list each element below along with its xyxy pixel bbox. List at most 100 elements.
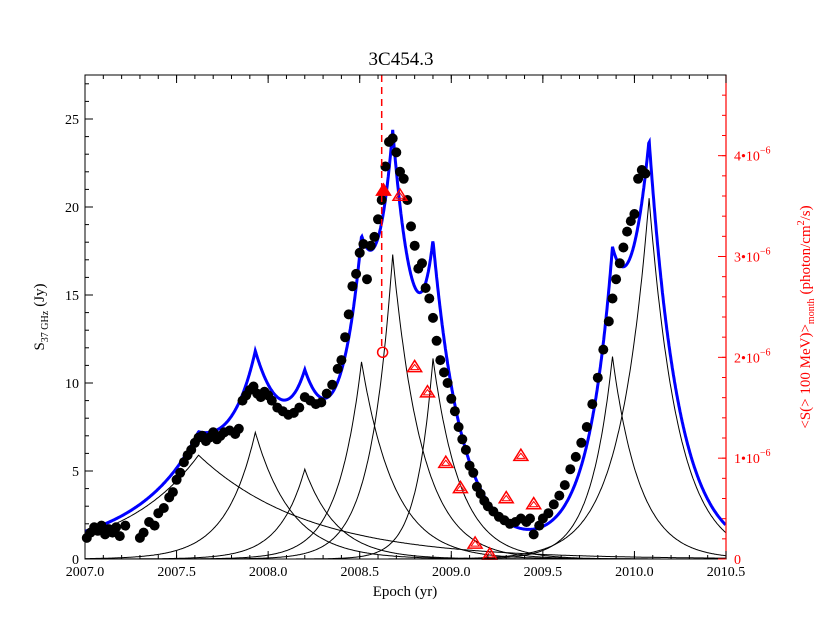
radio-point [343, 309, 354, 320]
radio-point [640, 168, 651, 179]
radio-point [587, 399, 598, 410]
radio-point [603, 316, 614, 327]
x-tick-label: 2007.5 [157, 565, 196, 580]
y2-tick-exponent: −6 [760, 448, 771, 459]
radio-point [354, 247, 365, 258]
x-tick-label: 2007.0 [66, 565, 105, 580]
gamma-point [525, 496, 543, 510]
radio-point [233, 423, 244, 434]
radio-point [428, 312, 438, 323]
radio-point [565, 464, 576, 475]
y-axis-label-unit: (Jy) [32, 283, 48, 306]
x-axis-label: Epoch (yr) [373, 584, 438, 600]
radio-point [369, 231, 380, 242]
y2-axis-label-unit-pre: (photon/cm [798, 225, 814, 294]
radio-point [629, 209, 640, 219]
y-tick-label: 5 [72, 465, 79, 480]
radio-point [332, 363, 343, 374]
gamma-points [375, 182, 543, 560]
radio-point [351, 268, 362, 279]
gamma-point [406, 359, 424, 373]
chart-title: 3C454.3 [369, 49, 434, 70]
radio-point [559, 480, 570, 491]
radio-point [457, 434, 468, 445]
gamma-point [375, 182, 392, 196]
radio-point [406, 221, 416, 232]
radio-point [548, 499, 559, 510]
gamma-point [376, 346, 389, 359]
x-tick-label: 2008.0 [249, 565, 288, 580]
radio-point [362, 274, 372, 285]
radio-point [607, 293, 618, 304]
radio-point [424, 293, 435, 304]
y2-tick-label: 0 [734, 553, 741, 568]
radio-point [592, 372, 603, 383]
radio-point [111, 522, 122, 533]
y-axis-label: S37 GHz (Jy) [32, 283, 51, 350]
radio-point [266, 395, 277, 406]
radio-point [446, 393, 457, 404]
radio-point [449, 406, 460, 417]
radio-point [316, 397, 327, 408]
radio-point [543, 508, 554, 519]
radio-point [453, 422, 464, 432]
y-tick-label: 10 [65, 377, 79, 392]
gamma-point [512, 447, 530, 462]
radio-point [120, 520, 131, 531]
y-tick-label: 15 [65, 289, 79, 304]
y2-axis-label-unit-post: /s) [798, 205, 814, 220]
component-curve-3 [85, 467, 726, 559]
x-tick-label: 2010.0 [615, 565, 654, 580]
y2-axis-label: <S(> 100 MeV)>month (photon/cm2/s) [796, 205, 817, 428]
x-tick-label: 2010.5 [707, 565, 746, 580]
radio-point [576, 437, 587, 448]
radio-point [622, 226, 633, 237]
radio-point [167, 487, 178, 498]
x-tick-label: 2008.5 [340, 565, 379, 580]
radio-point [175, 467, 186, 478]
radio-point [618, 242, 629, 253]
gamma-point [452, 480, 469, 494]
radio-point [340, 332, 351, 343]
radio-point [460, 444, 471, 455]
radio-point [525, 513, 535, 524]
radio-point [570, 451, 581, 462]
radio-point [468, 467, 479, 478]
y-tick-label: 20 [65, 201, 79, 216]
gamma-point [391, 187, 409, 201]
gamma-point [437, 454, 455, 469]
gamma-point [466, 535, 484, 549]
y2-tick-exponent: −6 [760, 146, 771, 157]
radio-point [528, 529, 539, 540]
component-curve-2 [85, 430, 726, 559]
y-axis-label-main: S [32, 342, 48, 350]
y-axis-label-sub: 37 GHz [40, 310, 51, 342]
radio-point [347, 281, 358, 292]
x-tick-label: 2009.0 [432, 565, 471, 580]
radio-point [321, 388, 332, 399]
gamma-point [497, 490, 515, 504]
radio-point [409, 240, 420, 251]
radio-point [149, 520, 160, 531]
radio-point [158, 503, 169, 513]
radio-point [138, 527, 149, 538]
y-axis: 0 5 10 15 20 25 [65, 83, 93, 568]
component-curve-1 [85, 454, 726, 559]
radio-point [431, 335, 442, 346]
radio-point [435, 355, 446, 366]
radio-point [611, 274, 622, 285]
gamma-point [419, 384, 436, 398]
radio-point [398, 173, 409, 184]
radio-point [380, 161, 391, 172]
radio-point [442, 378, 453, 388]
radio-point [391, 147, 402, 158]
radio-point [420, 283, 431, 293]
radio-point [365, 240, 376, 251]
radio-point [598, 344, 609, 355]
radio-point [294, 402, 305, 413]
y2-tick-exponent: −6 [760, 347, 771, 358]
radio-point [373, 214, 383, 225]
radio-point [439, 367, 449, 378]
